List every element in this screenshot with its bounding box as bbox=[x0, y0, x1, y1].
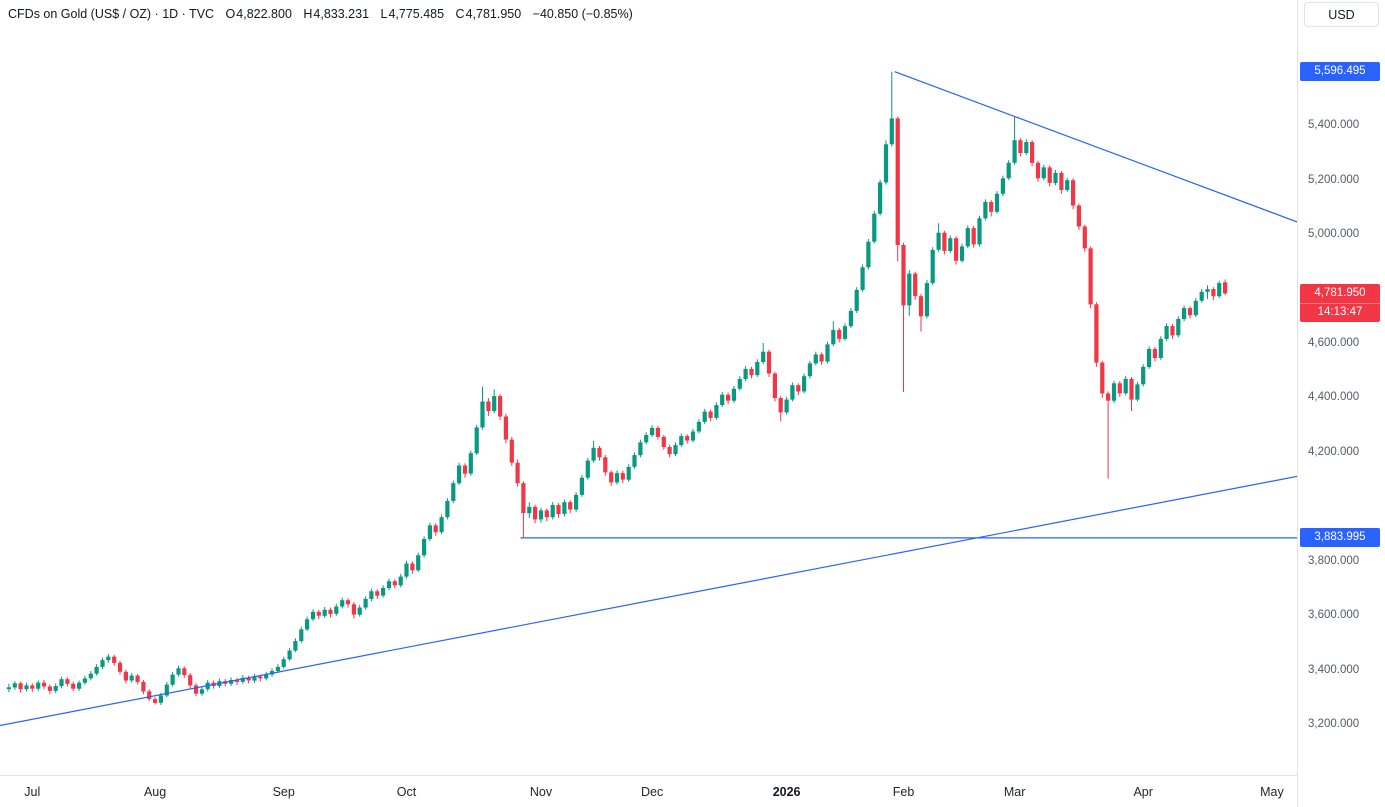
badge-price: 4,781.950 bbox=[1314, 286, 1366, 299]
trendline-descending-resistance[interactable] bbox=[894, 71, 1297, 223]
badge-price: 3,883.995 bbox=[1314, 531, 1366, 544]
price-axis-label: 4,600.000 bbox=[1308, 337, 1360, 349]
time-axis-label-may: May bbox=[1260, 785, 1284, 799]
close-value: 4,781.950 bbox=[465, 7, 522, 21]
trendline-ascending-support[interactable] bbox=[0, 475, 1297, 727]
price-axis-label: 5,200.000 bbox=[1308, 173, 1360, 186]
price-axis-label: 5,400.000 bbox=[1308, 119, 1360, 132]
support-anchor-badge: 3,883.995 bbox=[1300, 528, 1380, 548]
close-label: C bbox=[455, 7, 465, 21]
price-axis-label: 3,600.000 bbox=[1308, 609, 1360, 622]
badge-countdown: 14:13:47 bbox=[1300, 302, 1380, 322]
time-axis-label-aug: Aug bbox=[143, 785, 167, 799]
candlestick-chart[interactable] bbox=[0, 0, 1297, 775]
high-label: H bbox=[303, 7, 313, 21]
time-axis-label-oct: Oct bbox=[396, 785, 417, 799]
low-value: 4,775.485 bbox=[388, 7, 445, 21]
price-axis[interactable]: USD 5,400.000 5,200.000 5,000.000 4,600.000… bbox=[1297, 0, 1385, 807]
currency-button[interactable]: USD bbox=[1304, 2, 1379, 27]
time-axis-label-2026: 2026 bbox=[772, 785, 801, 799]
change-value: −40.850 (−0.85%) bbox=[532, 7, 633, 21]
price-axis-label: 5,000.000 bbox=[1308, 228, 1360, 241]
open-value: 4,822.800 bbox=[236, 7, 292, 21]
chart-plot-area[interactable]: CFDs on Gold (US$ / OZ) · 1D · TVC O4,82… bbox=[0, 0, 1297, 775]
time-axis-label-jul: Jul bbox=[24, 785, 41, 799]
symbol-legend[interactable]: CFDs on Gold (US$ / OZ) · 1D · TVC O4,82… bbox=[8, 7, 633, 21]
time-axis-label-mar: Mar bbox=[1003, 785, 1026, 799]
time-axis[interactable]: Jul Aug Sep Oct Nov Dec 2026 Feb Mar Apr May bbox=[0, 775, 1297, 807]
high-anchor-badge: 5,596.495 bbox=[1300, 62, 1380, 82]
high-value: 4,833.231 bbox=[313, 7, 370, 21]
time-axis-label-sep: Sep bbox=[272, 785, 295, 799]
candlestick-series[interactable] bbox=[6, 71, 1228, 705]
symbol-title[interactable]: CFDs on Gold (US$ / OZ) · 1D · TVC bbox=[8, 7, 215, 21]
current-price-badge: 4,781.950 14:13:47 bbox=[1300, 283, 1380, 322]
low-label: L bbox=[380, 7, 388, 21]
time-axis-label-feb: Feb bbox=[892, 785, 915, 799]
price-axis-label: 4,400.000 bbox=[1308, 391, 1360, 404]
price-axis-label: 3,200.000 bbox=[1308, 718, 1360, 731]
time-axis-label-dec: Dec bbox=[640, 785, 664, 799]
time-axis-label-nov: Nov bbox=[529, 785, 553, 799]
price-axis-label: 3,400.000 bbox=[1308, 663, 1360, 676]
badge-price: 5,596.495 bbox=[1314, 65, 1366, 78]
time-axis-label-apr: Apr bbox=[1133, 785, 1153, 799]
price-axis-label: 4,200.000 bbox=[1308, 445, 1360, 458]
open-label: O bbox=[225, 7, 236, 21]
price-axis-label: 3,800.000 bbox=[1308, 554, 1360, 567]
